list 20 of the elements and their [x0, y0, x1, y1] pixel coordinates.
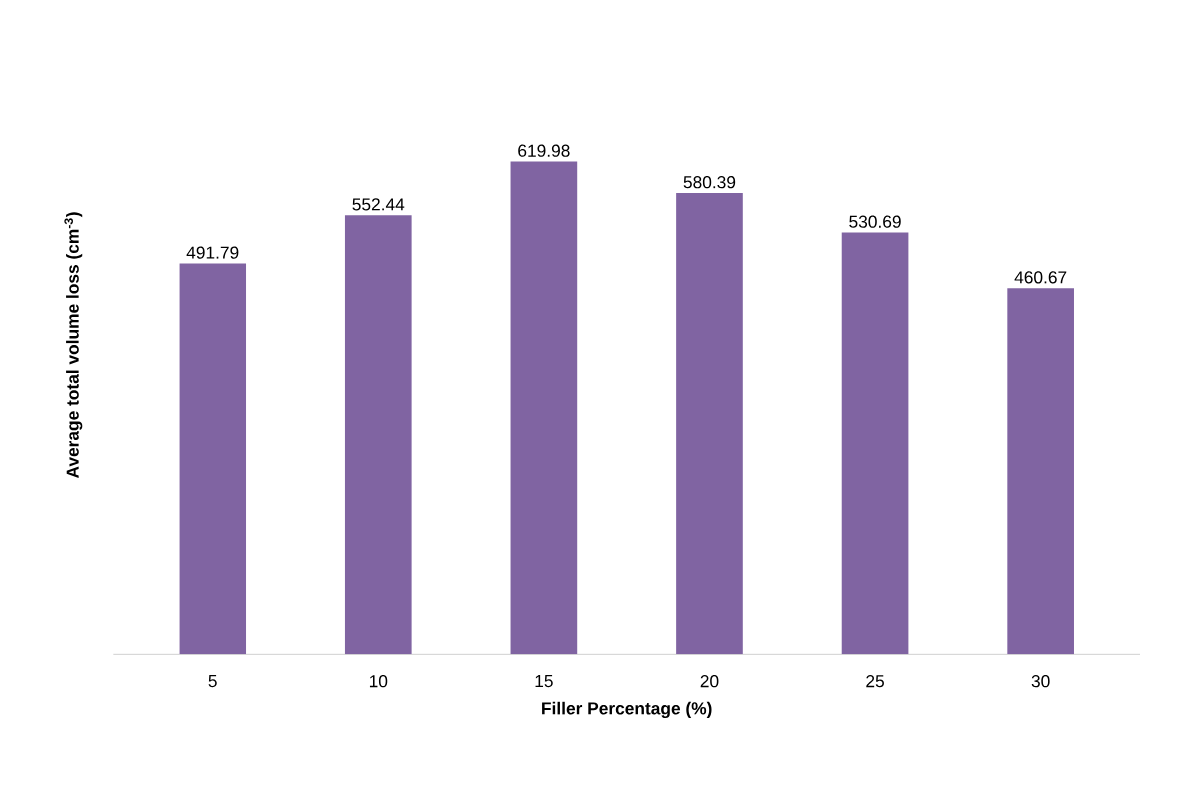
- x-axis-title: Filler Percentage (%): [542, 701, 712, 719]
- x-tick-label: 20: [700, 675, 719, 688]
- data-label: 460.67: [1014, 271, 1067, 284]
- bar: [344, 215, 412, 655]
- data-label: 530.69: [849, 215, 901, 228]
- data-label: 580.39: [683, 176, 736, 189]
- x-tick-label: 10: [369, 675, 388, 688]
- x-tick-label: 5: [208, 675, 217, 688]
- bar: [1007, 288, 1074, 655]
- x-tick-label: 15: [535, 675, 553, 688]
- data-label: 491.79: [186, 246, 239, 259]
- bar: [179, 263, 247, 655]
- bar: [841, 232, 909, 655]
- x-tick-label: 30: [1031, 675, 1050, 688]
- y-axis-title: Average total volume loss (cm$^{-3}$): [64, 212, 83, 479]
- bar: [510, 161, 578, 655]
- data-label: 619.98: [518, 144, 570, 157]
- bar: [676, 193, 743, 655]
- x-tick-label: 25: [866, 675, 884, 688]
- data-label: 552.44: [352, 198, 405, 211]
